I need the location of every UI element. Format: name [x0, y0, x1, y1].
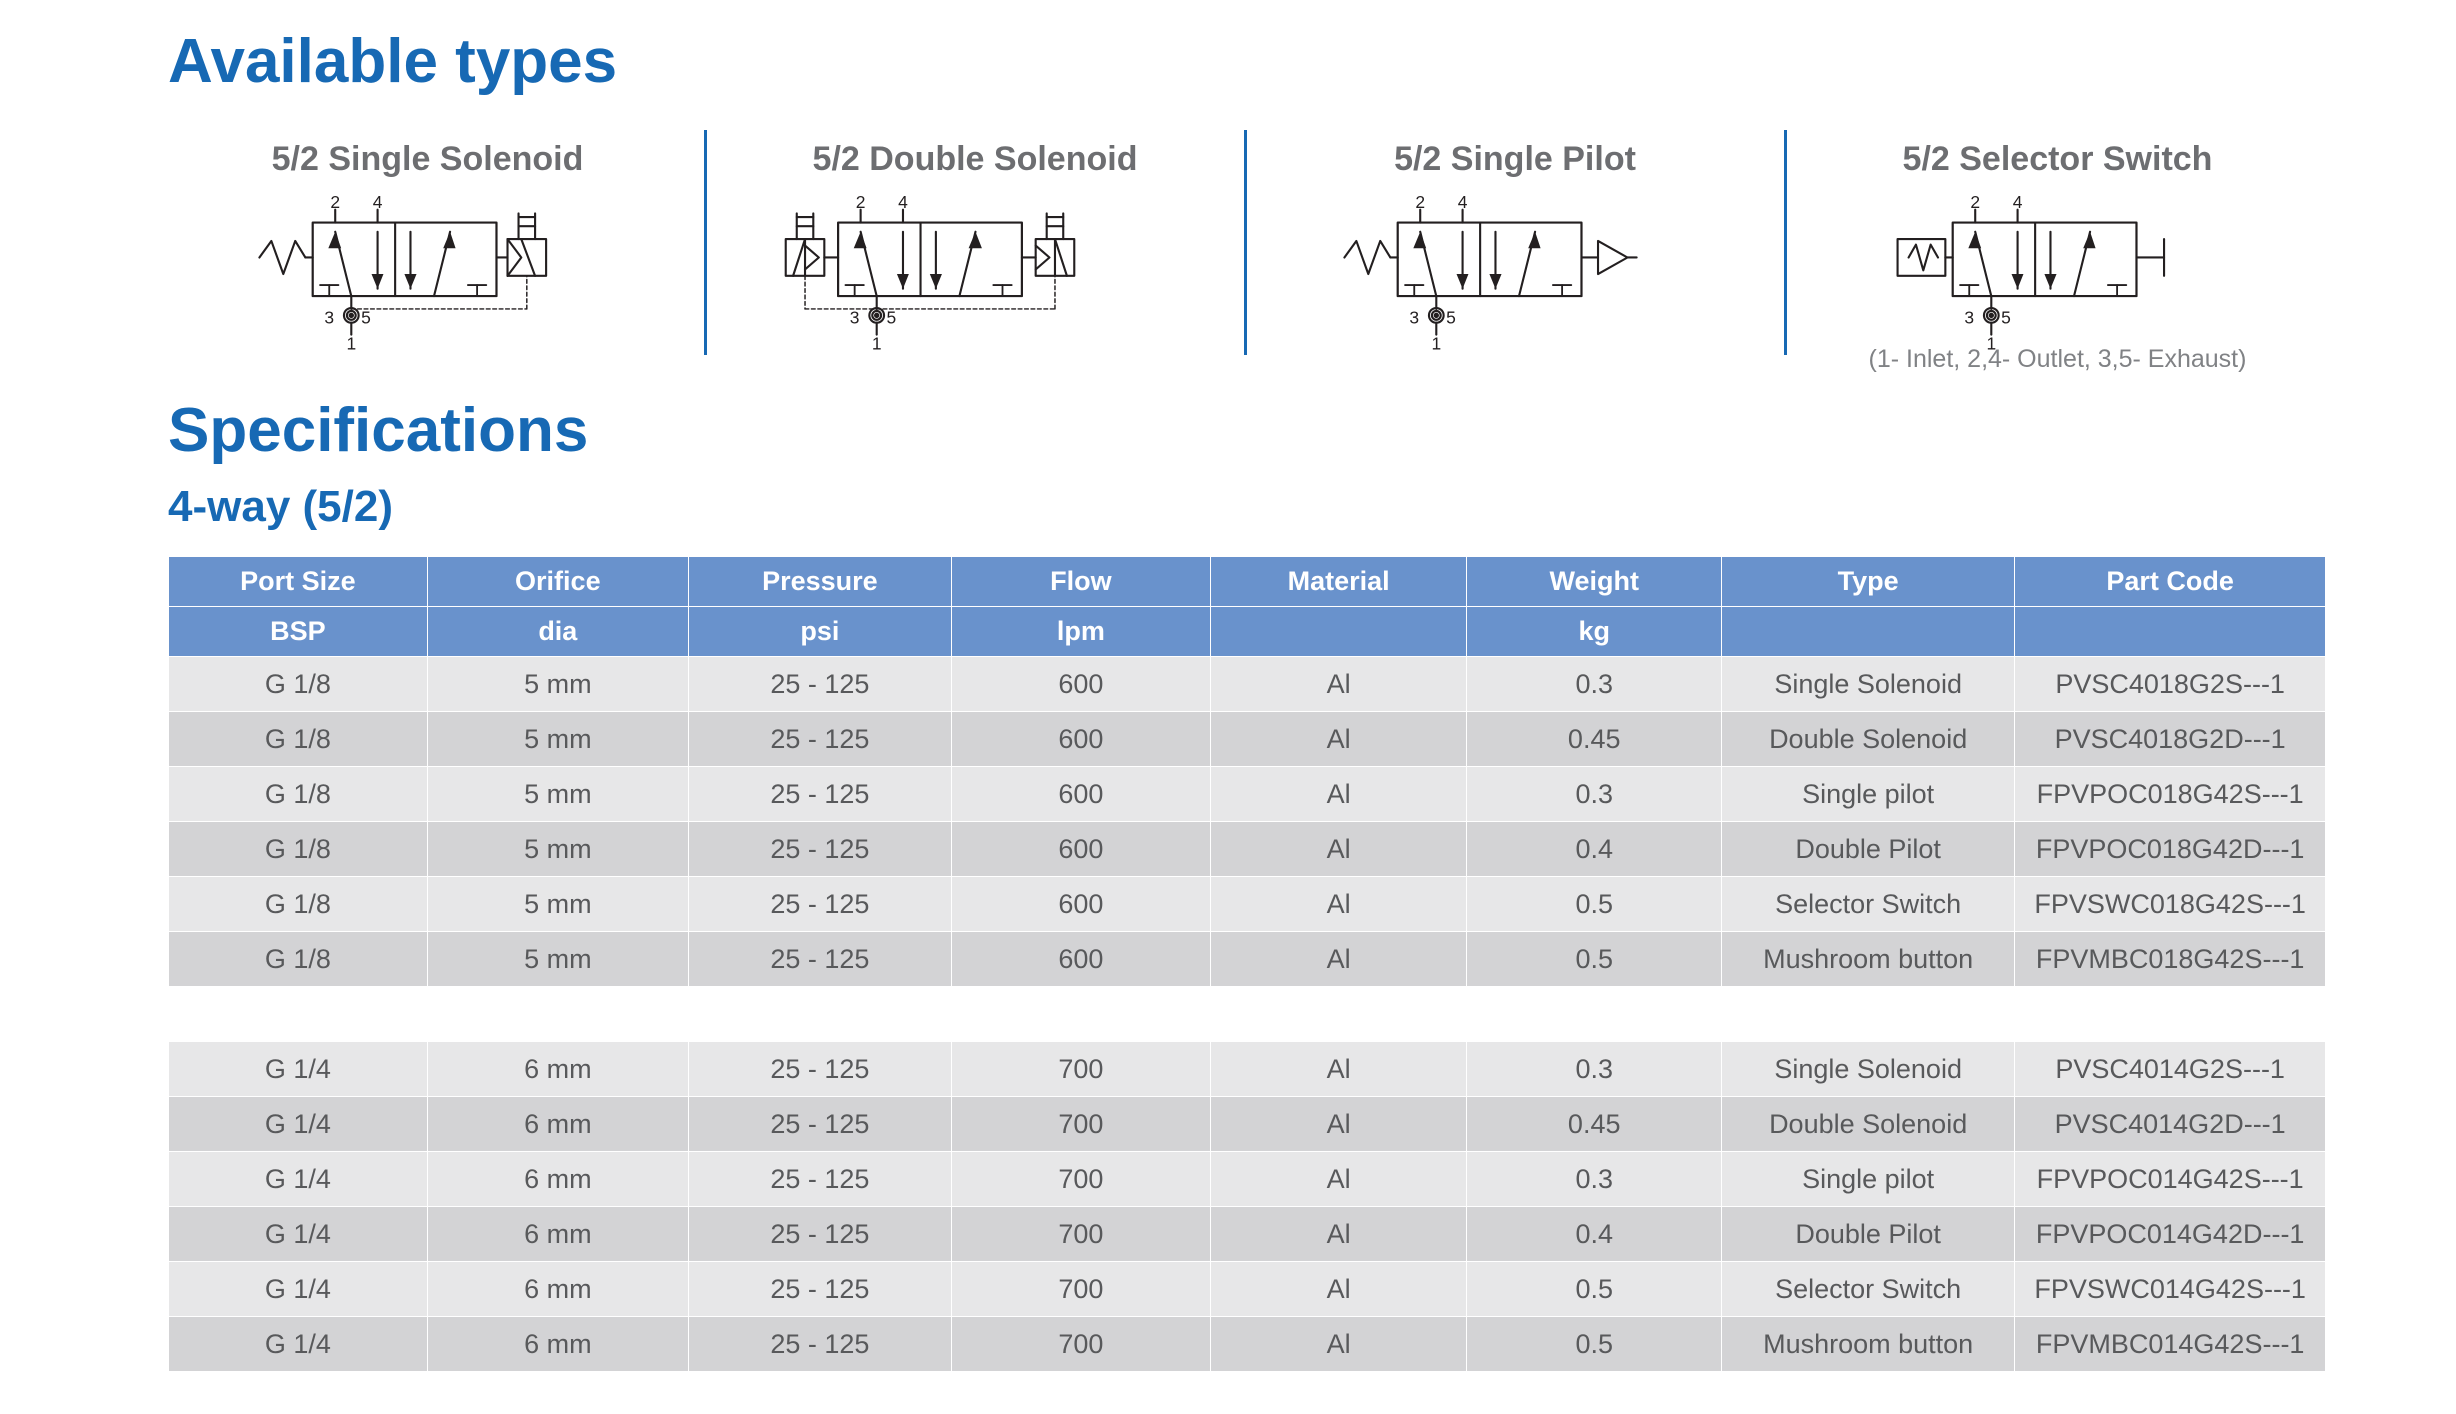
svg-text:5: 5	[2001, 308, 2011, 328]
svg-text:2: 2	[856, 195, 866, 212]
svg-text:1: 1	[346, 333, 356, 353]
svg-text:3: 3	[1964, 308, 1974, 328]
svg-text:5: 5	[1446, 308, 1456, 328]
svg-text:4: 4	[1458, 195, 1468, 212]
svg-text:2: 2	[1415, 195, 1425, 212]
svg-text:4: 4	[373, 195, 383, 212]
svg-text:2: 2	[1970, 195, 1980, 212]
svg-text:3: 3	[1409, 308, 1419, 328]
svg-text:1: 1	[872, 333, 882, 353]
svg-text:3: 3	[850, 308, 860, 328]
svg-text:5: 5	[887, 308, 897, 328]
svg-text:4: 4	[2013, 195, 2023, 212]
svg-text:1: 1	[1431, 333, 1441, 353]
svg-text:4: 4	[898, 195, 908, 212]
svg-text:5: 5	[361, 308, 371, 328]
svg-text:2: 2	[330, 195, 340, 212]
svg-text:3: 3	[324, 308, 334, 328]
